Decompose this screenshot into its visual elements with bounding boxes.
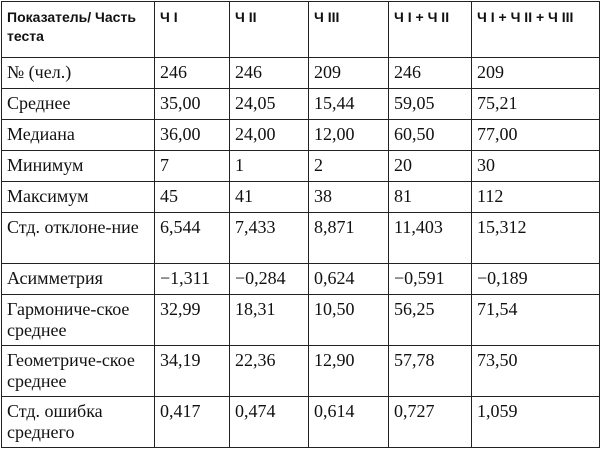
table-cell: 11,403 <box>388 212 472 264</box>
header-cell: Ч I <box>154 1 230 58</box>
table-cell: 75,21 <box>471 88 600 120</box>
table-cell: 41 <box>229 181 309 213</box>
table-cell: 81 <box>388 181 472 213</box>
row-label: Стд. ошибка среднего <box>1 396 155 448</box>
row-label: Стд. отклоне-ние <box>1 212 155 264</box>
row-label: Асимметрия <box>1 263 155 295</box>
row-label: № (чел.) <box>1 57 155 89</box>
table-cell: 18,31 <box>229 294 309 346</box>
header-cell: Ч I + Ч II + Ч III <box>471 1 600 58</box>
row-label: Среднее <box>1 88 155 120</box>
table-cell: 15,44 <box>308 88 389 120</box>
table-cell: −0,591 <box>388 263 472 295</box>
table-cell: 35,00 <box>154 88 230 120</box>
table-cell: 59,05 <box>388 88 472 120</box>
table-cell: 57,78 <box>388 345 472 397</box>
table-cell: 112 <box>471 181 600 213</box>
table-cell: 45 <box>154 181 230 213</box>
table-cell: 24,05 <box>229 88 309 120</box>
table-cell: 246 <box>229 57 309 89</box>
table-row: Максимум 45 41 38 81 112 <box>1 181 600 213</box>
row-label: Максимум <box>1 181 155 213</box>
table-cell: 246 <box>154 57 230 89</box>
table-cell: 56,25 <box>388 294 472 346</box>
table-cell: 32,99 <box>154 294 230 346</box>
table-cell: 0,624 <box>308 263 389 295</box>
table-cell: 0,727 <box>388 396 472 448</box>
table-cell: 73,50 <box>471 345 600 397</box>
header-cell: Ч II <box>229 1 309 58</box>
table-row: Медиана 36,00 24,00 12,00 60,50 77,00 <box>1 119 600 151</box>
table-cell: 1 <box>229 150 309 182</box>
table-cell: 0,614 <box>308 396 389 448</box>
table-row: Минимум 7 1 2 20 30 <box>1 150 600 182</box>
table-cell: 209 <box>308 57 389 89</box>
table-cell: 77,00 <box>471 119 600 151</box>
table-cell: 8,871 <box>308 212 389 264</box>
table-cell: 246 <box>388 57 472 89</box>
table-row: Геометриче-ское среднее 34,19 22,36 12,90 57… <box>1 345 600 397</box>
row-label: Минимум <box>1 150 155 182</box>
table-cell: 34,19 <box>154 345 230 397</box>
table-cell: 38 <box>308 181 389 213</box>
table-cell: 22,36 <box>229 345 309 397</box>
header-cell: Ч I + Ч II <box>388 1 472 58</box>
table-cell: 1,059 <box>471 396 600 448</box>
table-cell: 10,50 <box>308 294 389 346</box>
table-cell: −0,284 <box>229 263 309 295</box>
row-label: Медиана <box>1 119 155 151</box>
table-row: Стд. отклоне-ние 6,544 7,433 8,871 11,403 15,… <box>1 212 600 264</box>
table-cell: 7,433 <box>229 212 309 264</box>
header-row: Показатель/ Часть теста Ч I Ч II Ч III Ч… <box>1 1 600 58</box>
table-cell: 36,00 <box>154 119 230 151</box>
table-cell: −0,189 <box>471 263 600 295</box>
row-label: Геометриче-ское среднее <box>1 345 155 397</box>
table-cell: 20 <box>388 150 472 182</box>
table-cell: 209 <box>471 57 600 89</box>
table-cell: 12,00 <box>308 119 389 151</box>
table-cell: 12,90 <box>308 345 389 397</box>
table-row: № (чел.) 246 246 209 246 209 <box>1 57 600 89</box>
table-cell: 0,417 <box>154 396 230 448</box>
table-cell: 2 <box>308 150 389 182</box>
table-row: Асимметрия −1,311 −0,284 0,624 −0,591 −0,189 <box>1 263 600 295</box>
header-cell: Ч III <box>308 1 389 58</box>
table-cell: 0,474 <box>229 396 309 448</box>
table-cell: 15,312 <box>471 212 600 264</box>
row-label: Гармониче-ское среднее <box>1 294 155 346</box>
table-row: Стд. ошибка среднего 0,417 0,474 0,614 0,727… <box>1 396 600 448</box>
table-row: Гармониче-ское среднее 32,99 18,31 10,50 56,… <box>1 294 600 346</box>
table-cell: 71,54 <box>471 294 600 346</box>
table-row: Среднее 35,00 24,05 15,44 59,05 75,21 <box>1 88 600 120</box>
table-cell: 6,544 <box>154 212 230 264</box>
table-cell: 24,00 <box>229 119 309 151</box>
table-cell: 60,50 <box>388 119 472 151</box>
table-cell: 7 <box>154 150 230 182</box>
table-cell: −1,311 <box>154 263 230 295</box>
table-cell: 30 <box>471 150 600 182</box>
statistics-table: Показатель/ Часть теста Ч I Ч II Ч III Ч… <box>1 1 600 448</box>
header-cell: Показатель/ Часть теста <box>1 1 155 58</box>
